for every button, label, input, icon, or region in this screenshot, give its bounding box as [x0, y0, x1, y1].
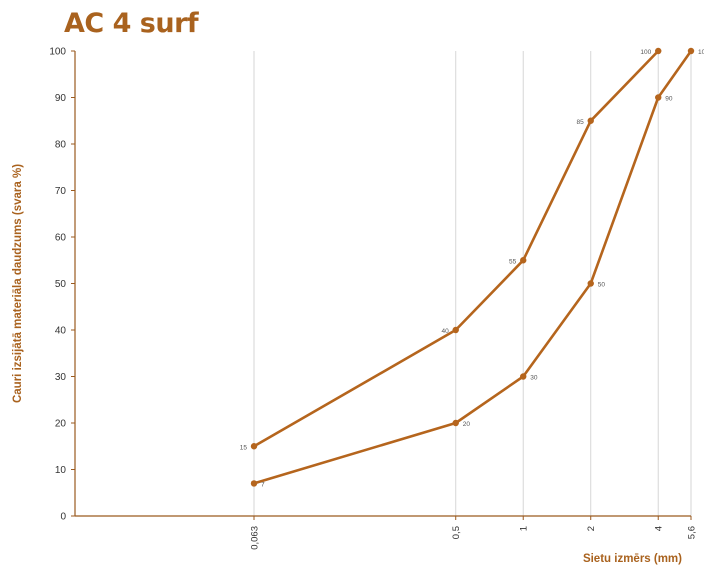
y-tick-label: 60 — [55, 233, 67, 244]
data-point — [655, 47, 662, 55]
y-tick-label: 50 — [55, 279, 67, 290]
data-point — [687, 47, 695, 55]
x-tick-labels: 0,063 0,5 1 2 4 5,6 — [250, 526, 698, 550]
data-point — [452, 419, 459, 427]
y-axis-label: Cauri izsijātā materiāla daudzums (svara… — [12, 164, 24, 403]
data-label: 90 — [665, 96, 673, 103]
data-label: 55 — [509, 258, 517, 265]
y-tick-label: 10 — [55, 465, 67, 476]
data-point — [250, 443, 258, 450]
series-lines — [253, 50, 693, 485]
data-point — [452, 326, 459, 334]
x-tick-label: 0,063 — [250, 526, 261, 550]
y-tick-label: 100 — [49, 47, 66, 58]
y-tick-labels: 0 10 20 30 40 50 60 70 80 90 100 — [49, 47, 66, 523]
data-point — [520, 257, 527, 264]
grid-lines — [253, 51, 692, 516]
data-point — [250, 480, 258, 487]
data-label: 40 — [441, 328, 449, 335]
data-point — [655, 94, 662, 101]
data-points: 15 40 55 85 100 7 20 30 50 90 100 — [240, 47, 704, 488]
y-tick-label: 80 — [55, 140, 67, 151]
x-axis-label: Sietu izmērs (mm) — [583, 553, 682, 565]
data-label: 15 — [240, 444, 248, 451]
data-point — [587, 280, 594, 287]
data-label: 85 — [576, 119, 584, 126]
chart-title: AC 4 surf — [64, 8, 199, 39]
data-label: 100 — [640, 49, 651, 56]
data-label: 50 — [598, 282, 606, 289]
axes — [71, 50, 692, 520]
data-label: 100 — [698, 49, 704, 56]
y-tick-label: 40 — [55, 326, 67, 337]
x-tick-label: 1 — [519, 526, 530, 531]
data-point — [520, 373, 527, 380]
y-tick-label: 30 — [55, 372, 67, 383]
x-tick-label: 0,5 — [451, 526, 462, 539]
data-label: 7 — [261, 481, 265, 488]
y-tick-label: 70 — [55, 186, 67, 197]
x-tick-label: 4 — [654, 526, 665, 531]
y-tick-label: 20 — [55, 419, 67, 430]
y-tick-label: 0 — [60, 512, 66, 523]
x-tick-label: 5,6 — [687, 526, 698, 539]
y-tick-label: 90 — [55, 93, 67, 104]
data-point — [587, 117, 594, 124]
data-label: 30 — [530, 375, 538, 382]
data-label: 20 — [463, 421, 471, 428]
x-tick-label: 2 — [586, 526, 597, 531]
series-line-2 — [253, 50, 693, 485]
